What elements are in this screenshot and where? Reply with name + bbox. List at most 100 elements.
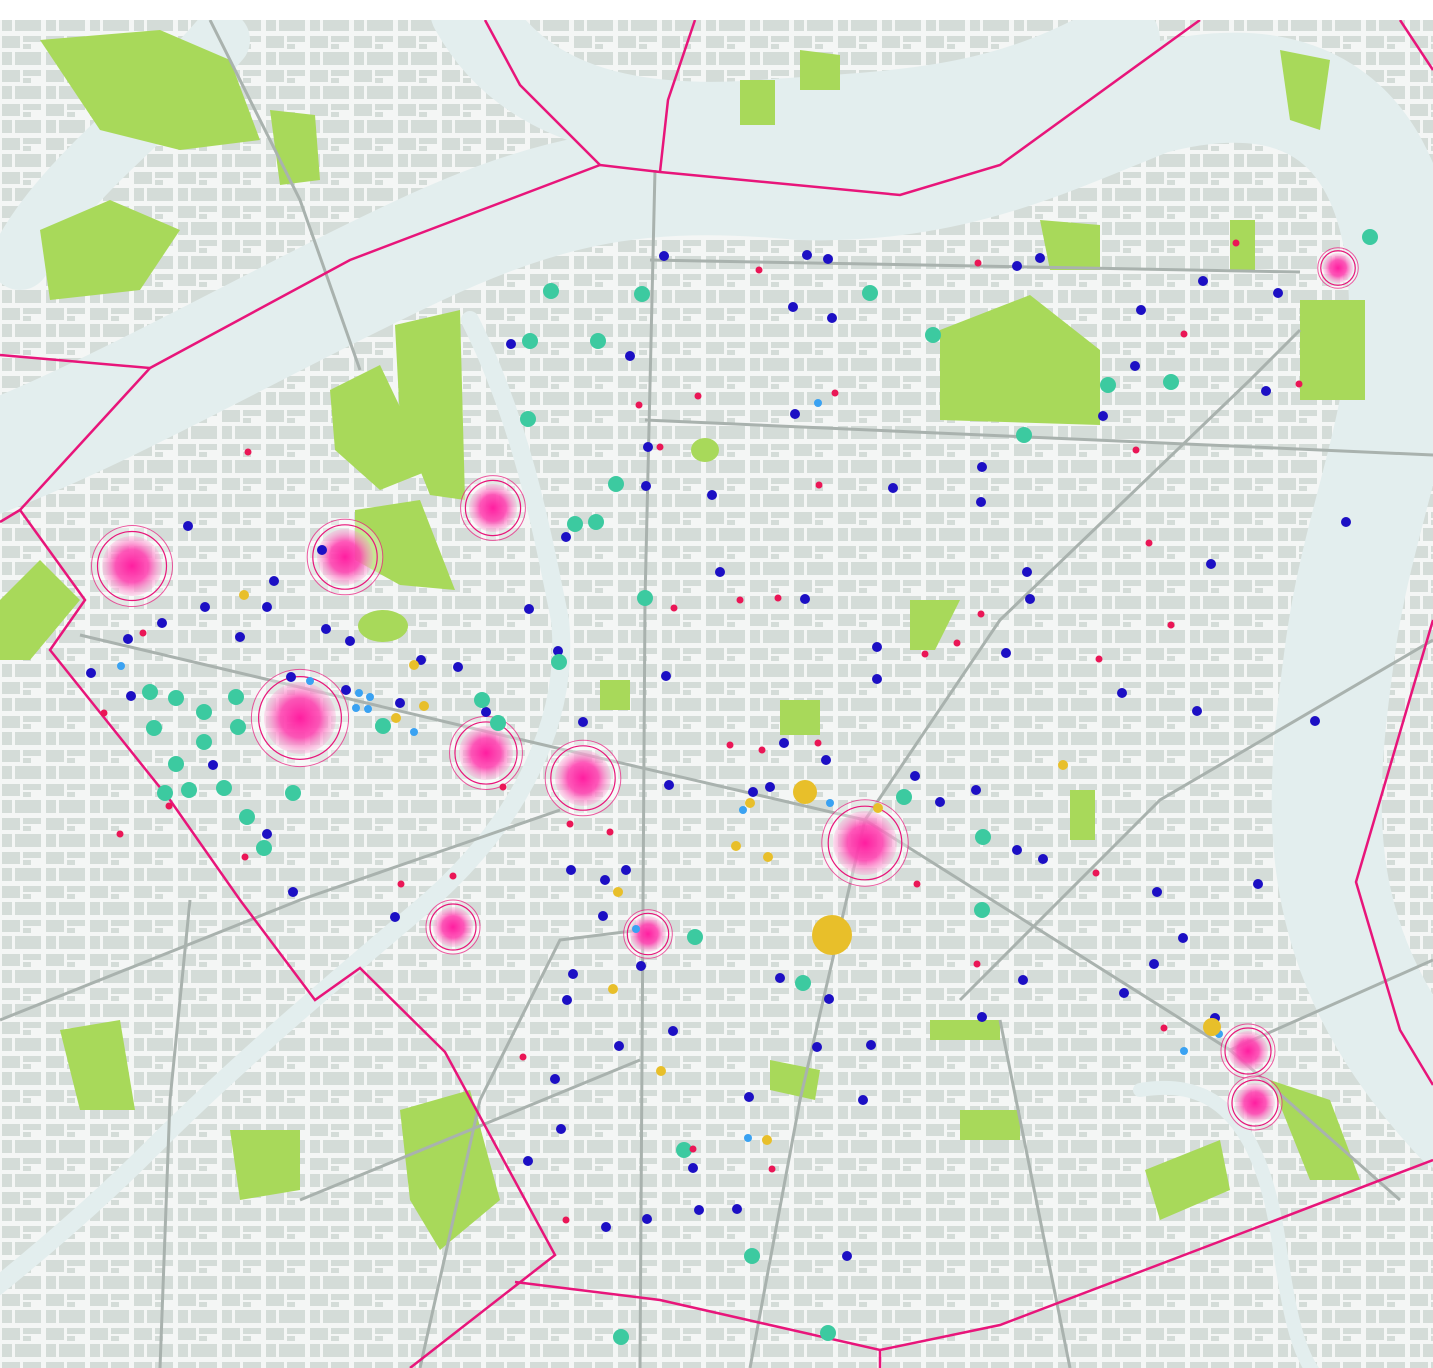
marker-red[interactable]: [694, 392, 702, 400]
hotspot[interactable]: [91, 525, 173, 607]
marker-yellow-large[interactable]: [793, 780, 817, 804]
marker-dark-blue[interactable]: [262, 602, 272, 612]
marker-teal[interactable]: [181, 782, 197, 798]
marker-light-blue[interactable]: [744, 1134, 752, 1142]
marker-teal[interactable]: [228, 689, 244, 705]
marker-teal[interactable]: [157, 785, 173, 801]
marker-dark-blue[interactable]: [1012, 261, 1022, 271]
hotspot[interactable]: [250, 668, 350, 768]
marker-dark-blue[interactable]: [732, 1204, 742, 1214]
marker-dark-blue[interactable]: [600, 875, 610, 885]
marker-red[interactable]: [977, 610, 985, 618]
marker-red[interactable]: [499, 783, 507, 791]
marker-dark-blue[interactable]: [1136, 305, 1146, 315]
marker-teal[interactable]: [285, 785, 301, 801]
hotspot[interactable]: [1227, 1075, 1283, 1131]
marker-dark-blue[interactable]: [976, 497, 986, 507]
marker-dark-blue[interactable]: [1152, 887, 1162, 897]
marker-red[interactable]: [1132, 446, 1140, 454]
marker-dark-blue[interactable]: [1022, 567, 1032, 577]
marker-light-blue[interactable]: [1180, 1047, 1188, 1055]
marker-teal[interactable]: [196, 704, 212, 720]
marker-red[interactable]: [689, 1145, 697, 1153]
marker-dark-blue[interactable]: [286, 672, 296, 682]
marker-yellow[interactable]: [762, 1135, 772, 1145]
marker-red[interactable]: [165, 802, 173, 810]
marker-teal[interactable]: [543, 283, 559, 299]
marker-light-blue[interactable]: [632, 925, 640, 933]
marker-dark-blue[interactable]: [614, 1041, 624, 1051]
marker-dark-blue[interactable]: [625, 351, 635, 361]
marker-teal[interactable]: [520, 411, 536, 427]
marker-red[interactable]: [139, 629, 147, 637]
marker-dark-blue[interactable]: [977, 462, 987, 472]
marker-dark-blue[interactable]: [1018, 975, 1028, 985]
marker-red[interactable]: [656, 443, 664, 451]
marker-red[interactable]: [100, 709, 108, 717]
marker-dark-blue[interactable]: [395, 698, 405, 708]
marker-dark-blue[interactable]: [888, 483, 898, 493]
marker-dark-blue[interactable]: [416, 655, 426, 665]
marker-red[interactable]: [670, 604, 678, 612]
marker-teal[interactable]: [230, 719, 246, 735]
marker-dark-blue[interactable]: [123, 634, 133, 644]
marker-dark-blue[interactable]: [977, 1012, 987, 1022]
marker-dark-blue[interactable]: [601, 1222, 611, 1232]
marker-dark-blue[interactable]: [208, 760, 218, 770]
marker-dark-blue[interactable]: [523, 1156, 533, 1166]
marker-dark-blue[interactable]: [621, 865, 631, 875]
hotspot[interactable]: [449, 716, 523, 790]
marker-yellow[interactable]: [409, 660, 419, 670]
marker-yellow-large[interactable]: [812, 915, 852, 955]
marker-red[interactable]: [116, 830, 124, 838]
marker-dark-blue[interactable]: [661, 671, 671, 681]
marker-teal[interactable]: [474, 692, 490, 708]
marker-teal[interactable]: [1163, 374, 1179, 390]
marker-teal[interactable]: [974, 902, 990, 918]
marker-red[interactable]: [814, 739, 822, 747]
city-map[interactable]: [0, 20, 1433, 1368]
marker-dark-blue[interactable]: [1310, 716, 1320, 726]
marker-teal[interactable]: [1100, 377, 1116, 393]
marker-yellow[interactable]: [391, 713, 401, 723]
marker-red[interactable]: [606, 828, 614, 836]
marker-yellow[interactable]: [608, 984, 618, 994]
marker-dark-blue[interactable]: [971, 785, 981, 795]
marker-red[interactable]: [241, 853, 249, 861]
marker-teal[interactable]: [239, 809, 255, 825]
marker-dark-blue[interactable]: [86, 668, 96, 678]
marker-teal[interactable]: [196, 734, 212, 750]
marker-dark-blue[interactable]: [688, 1163, 698, 1173]
marker-yellow[interactable]: [1058, 760, 1068, 770]
marker-dark-blue[interactable]: [288, 887, 298, 897]
marker-light-blue[interactable]: [410, 728, 418, 736]
marker-dark-blue[interactable]: [1178, 933, 1188, 943]
marker-teal[interactable]: [613, 1329, 629, 1345]
marker-dark-blue[interactable]: [550, 1074, 560, 1084]
marker-dark-blue[interactable]: [664, 780, 674, 790]
marker-light-blue[interactable]: [364, 705, 372, 713]
marker-red[interactable]: [449, 872, 457, 880]
marker-teal[interactable]: [590, 333, 606, 349]
marker-dark-blue[interactable]: [668, 1026, 678, 1036]
marker-yellow[interactable]: [731, 841, 741, 851]
marker-teal[interactable]: [795, 975, 811, 991]
marker-yellow[interactable]: [745, 798, 755, 808]
marker-dark-blue[interactable]: [910, 771, 920, 781]
marker-dark-blue[interactable]: [453, 662, 463, 672]
marker-dark-blue[interactable]: [1198, 276, 1208, 286]
marker-dark-blue[interactable]: [812, 1042, 822, 1052]
marker-red[interactable]: [973, 960, 981, 968]
marker-teal[interactable]: [862, 285, 878, 301]
marker-dark-blue[interactable]: [641, 481, 651, 491]
marker-dark-blue[interactable]: [866, 1040, 876, 1050]
marker-dark-blue[interactable]: [935, 797, 945, 807]
marker-red[interactable]: [1232, 239, 1240, 247]
marker-dark-blue[interactable]: [748, 787, 758, 797]
marker-dark-blue[interactable]: [345, 636, 355, 646]
marker-dark-blue[interactable]: [556, 1124, 566, 1134]
marker-dark-blue[interactable]: [262, 829, 272, 839]
marker-red[interactable]: [1092, 869, 1100, 877]
hotspot[interactable]: [425, 899, 481, 955]
marker-dark-blue[interactable]: [824, 994, 834, 1004]
